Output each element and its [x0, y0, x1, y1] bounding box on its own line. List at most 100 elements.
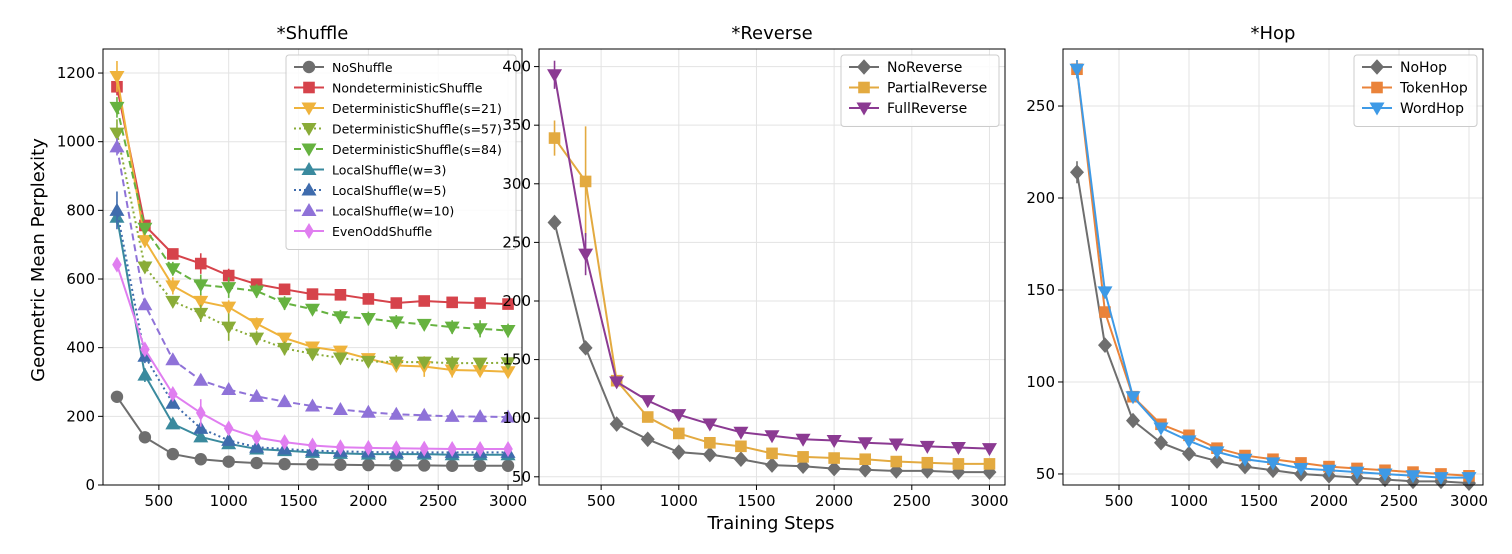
- data-point: [500, 325, 516, 339]
- series-NoHop: [1070, 161, 1476, 491]
- data-point: [795, 433, 811, 447]
- y-tick-label: 100: [502, 409, 531, 427]
- x-tick-label: 2500: [419, 492, 457, 510]
- x-tick-label: 3000: [1450, 492, 1488, 510]
- legend-box: [285, 54, 517, 250]
- x-tick-label: 1500: [737, 492, 775, 510]
- data-point: [981, 443, 997, 457]
- data-point: [360, 312, 376, 326]
- data-point: [221, 301, 237, 315]
- legend-label: NoHop: [1400, 60, 1447, 76]
- y-axis-label: Geometric Mean Perplexity: [28, 138, 49, 382]
- legend-marker: [301, 102, 317, 116]
- data-point: [826, 434, 842, 448]
- x-tick-label: 2000: [349, 492, 387, 510]
- data-point: [764, 430, 780, 444]
- legend-label: NondeterministicShuffle: [332, 81, 483, 96]
- data-point: [388, 356, 404, 370]
- data-point: [671, 409, 687, 423]
- data-point: [168, 386, 178, 403]
- axes-frame: [538, 48, 1006, 486]
- data-point: [109, 127, 125, 141]
- legend-label: LocalShuffle(w=10): [332, 204, 454, 219]
- data-point: [193, 372, 209, 386]
- x-tick-label: 1500: [279, 492, 317, 510]
- data-point: [221, 321, 237, 335]
- data-point: [857, 437, 873, 451]
- data-point: [137, 367, 153, 381]
- data-point: [501, 459, 515, 472]
- data-point: [277, 297, 293, 311]
- x-tick-label: 1500: [1240, 492, 1278, 510]
- data-point: [1153, 422, 1169, 436]
- x-tick-label: 2500: [893, 492, 931, 510]
- data-point: [332, 345, 348, 359]
- y-tick-label: 250: [1026, 97, 1055, 115]
- series-DeterministicShuffle(s=84): [109, 97, 516, 339]
- data-point: [109, 101, 125, 115]
- legend: NoReverse PartialReverse FullReverse: [840, 54, 1000, 127]
- data-point: [1097, 286, 1113, 300]
- y-tick-label: 1000: [57, 133, 95, 151]
- data-point: [362, 293, 375, 305]
- legend-marker: [302, 60, 316, 74]
- y-tick-label: 300: [502, 175, 531, 193]
- series-line: [553, 74, 990, 450]
- data-point: [733, 426, 749, 440]
- chart-panel-3: 500 1000 1500 2000 2500 3000 50 100 150 200 250 *Ho…: [1026, 23, 1488, 510]
- data-point: [221, 282, 237, 296]
- data-point: [418, 295, 431, 307]
- data-point: [548, 132, 561, 144]
- data-point: [1461, 472, 1477, 486]
- data-point: [278, 457, 291, 471]
- x-tick-label: 1000: [660, 492, 698, 510]
- data-point: [444, 357, 460, 371]
- legend-marker: [303, 81, 315, 94]
- data-point: [194, 257, 207, 270]
- data-point: [474, 297, 486, 309]
- axes-frame: [102, 48, 523, 486]
- x-tick-label: 500: [1105, 492, 1134, 510]
- legend-label: LocalShuffle(w=3): [332, 163, 446, 178]
- data-point: [165, 295, 181, 309]
- data-point: [249, 439, 265, 453]
- data-point: [1126, 412, 1140, 429]
- series-line: [1076, 172, 1470, 485]
- data-point: [952, 458, 965, 470]
- data-point: [332, 401, 348, 415]
- data-point: [500, 366, 516, 380]
- data-point: [503, 440, 513, 457]
- y-tick-label: 350: [502, 116, 531, 134]
- legend-marker: [301, 162, 317, 175]
- data-point: [547, 214, 562, 231]
- data-point: [278, 283, 291, 296]
- data-point: [137, 261, 153, 275]
- series-NoShuffle: [110, 390, 515, 472]
- data-point: [983, 458, 996, 470]
- data-point: [858, 461, 873, 478]
- legend-marker: [301, 143, 317, 157]
- x-tick-label: 500: [587, 492, 616, 510]
- data-point: [416, 407, 432, 421]
- data-point: [1349, 466, 1365, 480]
- chart-title: *Hop: [1251, 23, 1296, 44]
- legend-label: EvenOddShuffle: [332, 224, 432, 239]
- legend-marker: [1369, 102, 1385, 116]
- x-tick-label: 3000: [970, 492, 1008, 510]
- data-point: [766, 447, 778, 460]
- data-point: [418, 459, 431, 472]
- data-point: [193, 307, 209, 321]
- data-point: [473, 459, 487, 472]
- data-point: [221, 432, 237, 446]
- data-point: [475, 440, 485, 457]
- data-point: [249, 332, 265, 346]
- legend-marker: [301, 203, 317, 216]
- chart-title: *Shuffle: [277, 23, 349, 44]
- series-line: [1076, 69, 1470, 477]
- series-LocalShuffle(w=10): [109, 138, 516, 423]
- series-FullReverse: [547, 60, 997, 457]
- y-tick-label: 600: [66, 270, 95, 288]
- legend-marker: [1371, 81, 1383, 94]
- y-tick-label: 250: [502, 233, 531, 251]
- legend-label: FullReverse: [887, 101, 967, 117]
